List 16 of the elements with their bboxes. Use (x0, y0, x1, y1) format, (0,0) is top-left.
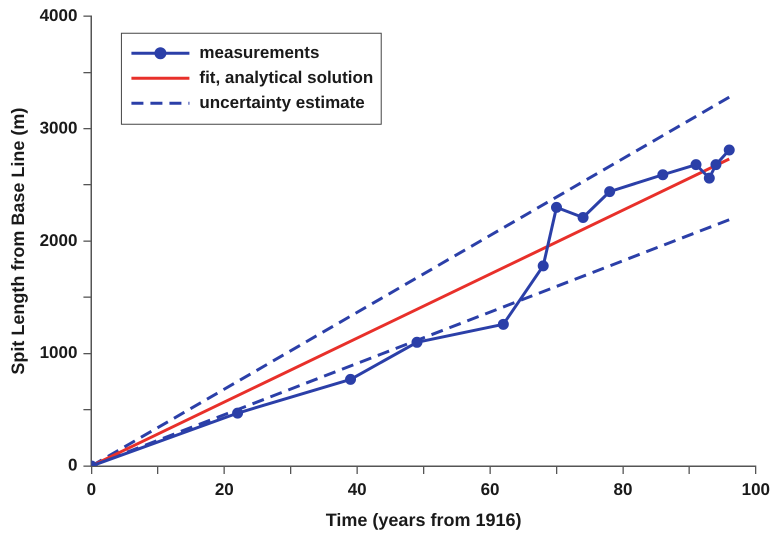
x-tick-label: 60 (480, 480, 500, 499)
x-tick-label: 100 (742, 480, 770, 499)
x-axis-title: Time (years from 1916) (326, 510, 522, 530)
legend-label: measurements (199, 42, 320, 62)
x-tick-label: 20 (214, 480, 234, 499)
y-tick-label: 1000 (40, 343, 78, 362)
y-tick-label: 0 (68, 456, 78, 475)
legend-label: uncertainty estimate (199, 92, 365, 112)
y-tick-label: 4000 (40, 6, 78, 25)
y-tick-label: 3000 (40, 118, 78, 138)
legend-label: fit, analytical solution (199, 68, 374, 87)
x-tick-label: 0 (86, 480, 96, 499)
x-tick-label: 80 (613, 480, 632, 499)
x-tick-label: 40 (348, 480, 367, 499)
y-tick-label: 2000 (40, 230, 78, 250)
y-axis-title: Spit Length from Base Line (m) (8, 108, 28, 375)
